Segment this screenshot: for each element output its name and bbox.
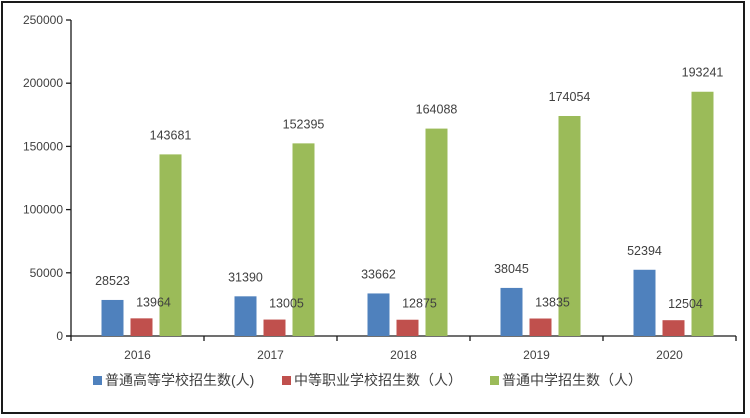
x-tick-label: 2016 bbox=[124, 348, 151, 362]
data-label: 13835 bbox=[535, 296, 570, 310]
bars bbox=[101, 91, 714, 336]
legend-label-1[interactable]: 中等职业学校招生数（人） bbox=[294, 372, 462, 388]
data-label: 38045 bbox=[494, 262, 529, 276]
data-label: 193241 bbox=[682, 66, 724, 80]
bar-2017-series-0[interactable] bbox=[234, 296, 257, 336]
legend-swatch-1 bbox=[282, 376, 291, 385]
x-tick-label: 2020 bbox=[656, 348, 683, 362]
bar-2018-series-1[interactable] bbox=[396, 319, 419, 336]
legend-swatch-0 bbox=[93, 376, 102, 385]
data-label: 52394 bbox=[627, 244, 662, 258]
data-label: 31390 bbox=[228, 270, 263, 284]
x-tick-label: 2017 bbox=[257, 348, 284, 362]
bar-2017-series-2[interactable] bbox=[292, 143, 315, 336]
legend-swatch-2 bbox=[490, 376, 499, 385]
data-label: 174054 bbox=[549, 90, 591, 104]
legend-label-0[interactable]: 普通高等学校招生数(人) bbox=[105, 372, 254, 388]
data-label: 164088 bbox=[416, 103, 458, 117]
data-label: 28523 bbox=[95, 274, 130, 288]
x-tick-label: 2018 bbox=[390, 348, 417, 362]
bar-2018-series-2[interactable] bbox=[425, 128, 448, 336]
data-label: 12504 bbox=[668, 297, 703, 311]
bar-2016-series-0[interactable] bbox=[101, 299, 124, 336]
y-tick-label: 150000 bbox=[23, 139, 63, 153]
y-tick-label: 100000 bbox=[23, 203, 63, 217]
bar-2020-series-2[interactable] bbox=[691, 91, 714, 336]
bar-2016-series-2[interactable] bbox=[159, 154, 182, 336]
bar-2020-series-1[interactable] bbox=[662, 320, 685, 336]
y-tick-label: 50000 bbox=[30, 266, 64, 280]
y-axis: 0 50000 100000 150000 200000 250000 bbox=[23, 13, 72, 343]
y-tick-label: 250000 bbox=[23, 13, 63, 27]
bar-2017-series-1[interactable] bbox=[263, 319, 286, 336]
y-tick-label: 0 bbox=[56, 329, 63, 343]
data-labels: 28523 13964 143681 31390 13005 152395 33662 128… bbox=[95, 66, 723, 311]
x-tick-label: 2019 bbox=[523, 348, 550, 362]
bar-2019-series-1[interactable] bbox=[529, 318, 552, 336]
x-axis: 2016 2017 2018 2019 2020 bbox=[66, 335, 737, 362]
legend-label-2[interactable]: 普通中学招生数（人） bbox=[502, 372, 642, 388]
bar-2016-series-1[interactable] bbox=[130, 318, 153, 336]
y-tick-label: 200000 bbox=[23, 76, 63, 90]
bar-2020-series-0[interactable] bbox=[633, 269, 656, 336]
legend: 普通高等学校招生数(人) 中等职业学校招生数（人） 普通中学招生数（人） bbox=[93, 372, 642, 388]
bar-2018-series-0[interactable] bbox=[367, 293, 390, 336]
bar-2019-series-0[interactable] bbox=[500, 287, 523, 336]
bar-2019-series-2[interactable] bbox=[558, 115, 581, 336]
data-label: 13005 bbox=[269, 297, 304, 311]
data-label: 143681 bbox=[150, 128, 192, 142]
data-label: 152395 bbox=[283, 117, 325, 131]
data-label: 33662 bbox=[361, 267, 396, 281]
data-label: 12875 bbox=[402, 297, 437, 311]
data-label: 13964 bbox=[136, 295, 171, 309]
